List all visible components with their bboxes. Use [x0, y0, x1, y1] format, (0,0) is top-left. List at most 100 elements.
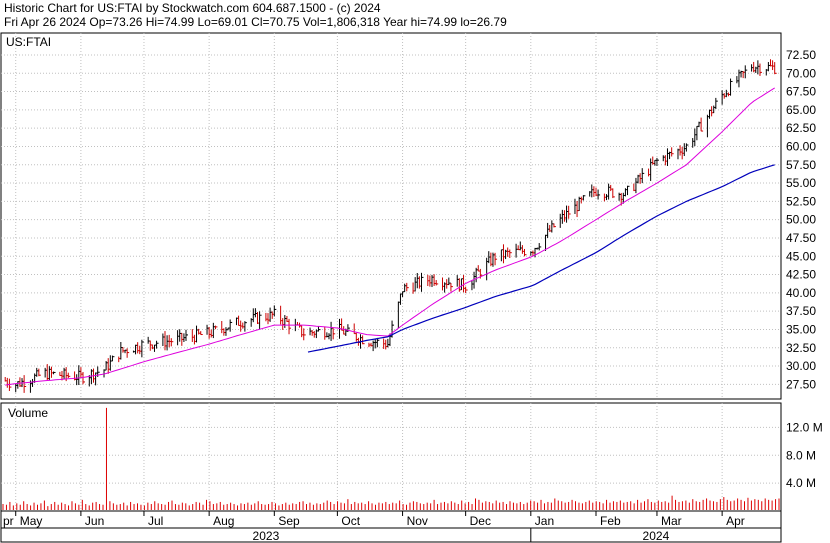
- price-tick-label: 35.00: [786, 322, 816, 336]
- month-label: Oct: [341, 514, 360, 528]
- price-bar: [494, 252, 498, 266]
- price-tick-label: 32.50: [786, 341, 816, 355]
- month-label: Apr: [726, 514, 745, 528]
- price-bar: [465, 286, 468, 294]
- price-bar: [288, 318, 292, 335]
- month-label: May: [20, 514, 43, 528]
- month-label: Jan: [535, 514, 554, 528]
- price-bar: [538, 243, 542, 251]
- price-tick-label: 62.50: [786, 121, 816, 135]
- price-bar: [627, 185, 630, 196]
- price-bar: [582, 195, 586, 201]
- month-label: Feb: [600, 514, 621, 528]
- volume-bars: [2, 407, 780, 510]
- price-tick-label: 27.50: [786, 377, 816, 391]
- year-axis: [0, 527, 782, 543]
- price-bar: [406, 282, 409, 292]
- price-tick-label: 30.00: [786, 359, 816, 373]
- price-bar: [229, 319, 233, 332]
- price-bar: [38, 368, 41, 377]
- price-bar: [303, 328, 306, 341]
- price-bar: [744, 65, 748, 79]
- price-bar: [259, 311, 262, 330]
- price-bar: [597, 189, 601, 200]
- price-y-axis: 27.50 30.00 32.50 35.00 37.50 40.00 42.50 45.00…: [786, 48, 816, 391]
- symbol-label: US:FTAI: [6, 35, 51, 49]
- price-tick-label: 60.00: [786, 139, 816, 153]
- price-bar: [23, 375, 27, 393]
- price-grid: [1, 33, 781, 399]
- price-tick-label: 52.50: [786, 194, 816, 208]
- price-bars: [4, 59, 777, 393]
- volume-tick-label: 12.0 M: [786, 420, 823, 434]
- price-bar: [420, 272, 424, 292]
- price-tick-label: 65.00: [786, 103, 816, 117]
- price-bar: [67, 372, 71, 379]
- month-label: Jul: [148, 514, 163, 528]
- price-tick-label: 50.00: [786, 213, 816, 227]
- price-bar: [759, 63, 762, 76]
- price-tick-label: 37.50: [786, 304, 816, 318]
- price-bar: [185, 329, 189, 341]
- price-bar: [641, 168, 645, 184]
- price-bar: [362, 335, 365, 345]
- price-bar: [126, 348, 130, 358]
- volume-y-axis: 4.0 M 8.0 M 12.0 M: [786, 420, 823, 490]
- price-tick-label: 72.50: [786, 48, 816, 62]
- month-label: Dec: [470, 514, 491, 528]
- price-bar: [656, 157, 659, 166]
- x-axis-years: 2023 2024: [253, 528, 670, 543]
- price-bar: [111, 355, 115, 362]
- chart-title: Historic Chart for US:FTAI by Stockwatch…: [4, 1, 381, 15]
- price-bar: [376, 337, 380, 348]
- price-bar: [774, 62, 777, 75]
- x-axis-months: pr May Jun Jul Aug Sep Oct Nov Dec Jan Feb Mar Apr: [3, 511, 745, 528]
- month-label: Jun: [85, 514, 104, 528]
- month-label: Mar: [661, 514, 682, 528]
- price-tick-label: 70.00: [786, 66, 816, 80]
- price-pane: [0, 32, 782, 400]
- price-bar: [700, 117, 704, 132]
- price-bar: [730, 78, 733, 96]
- price-bar: [214, 325, 218, 330]
- price-bar: [317, 326, 321, 332]
- price-bar: [200, 331, 203, 336]
- price-bar: [170, 338, 174, 347]
- quote-summary: Fri Apr 26 2024 Op=73.26 Hi=74.99 Lo=69.…: [4, 15, 507, 29]
- month-label: pr: [3, 514, 14, 528]
- moving-average-short-line: [5, 87, 775, 386]
- price-tick-label: 57.50: [786, 158, 816, 172]
- price-bar: [53, 371, 56, 375]
- volume-tick-label: 8.0 M: [786, 448, 816, 462]
- month-label: Sep: [278, 514, 300, 528]
- year-label: 2023: [253, 529, 280, 543]
- price-bar: [671, 147, 674, 157]
- price-tick-label: 55.00: [786, 176, 816, 190]
- price-bar: [435, 280, 439, 286]
- price-tick-label: 40.00: [786, 286, 816, 300]
- price-tick-label: 45.00: [786, 249, 816, 263]
- price-tick-label: 47.50: [786, 231, 816, 245]
- month-label: Aug: [213, 514, 234, 528]
- year-label: 2024: [643, 529, 670, 543]
- price-bar: [450, 283, 453, 292]
- moving-average-long-line: [307, 164, 775, 353]
- price-bar: [685, 143, 689, 152]
- price-bar: [524, 248, 527, 257]
- price-bar: [332, 328, 336, 340]
- price-bar: [273, 305, 277, 317]
- price-tick-label: 42.50: [786, 268, 816, 282]
- month-label: Nov: [407, 514, 428, 528]
- price-bar: [509, 249, 512, 259]
- volume-pane: [0, 402, 782, 512]
- price-bar: [244, 321, 247, 332]
- price-bar: [553, 223, 556, 228]
- price-bar: [612, 188, 615, 199]
- volume-tick-label: 4.0 M: [786, 476, 816, 490]
- price-bar: [568, 205, 571, 219]
- price-bar: [82, 372, 85, 385]
- price-bar: [156, 340, 159, 349]
- price-tick-label: 67.50: [786, 85, 816, 99]
- price-bar: [141, 339, 144, 358]
